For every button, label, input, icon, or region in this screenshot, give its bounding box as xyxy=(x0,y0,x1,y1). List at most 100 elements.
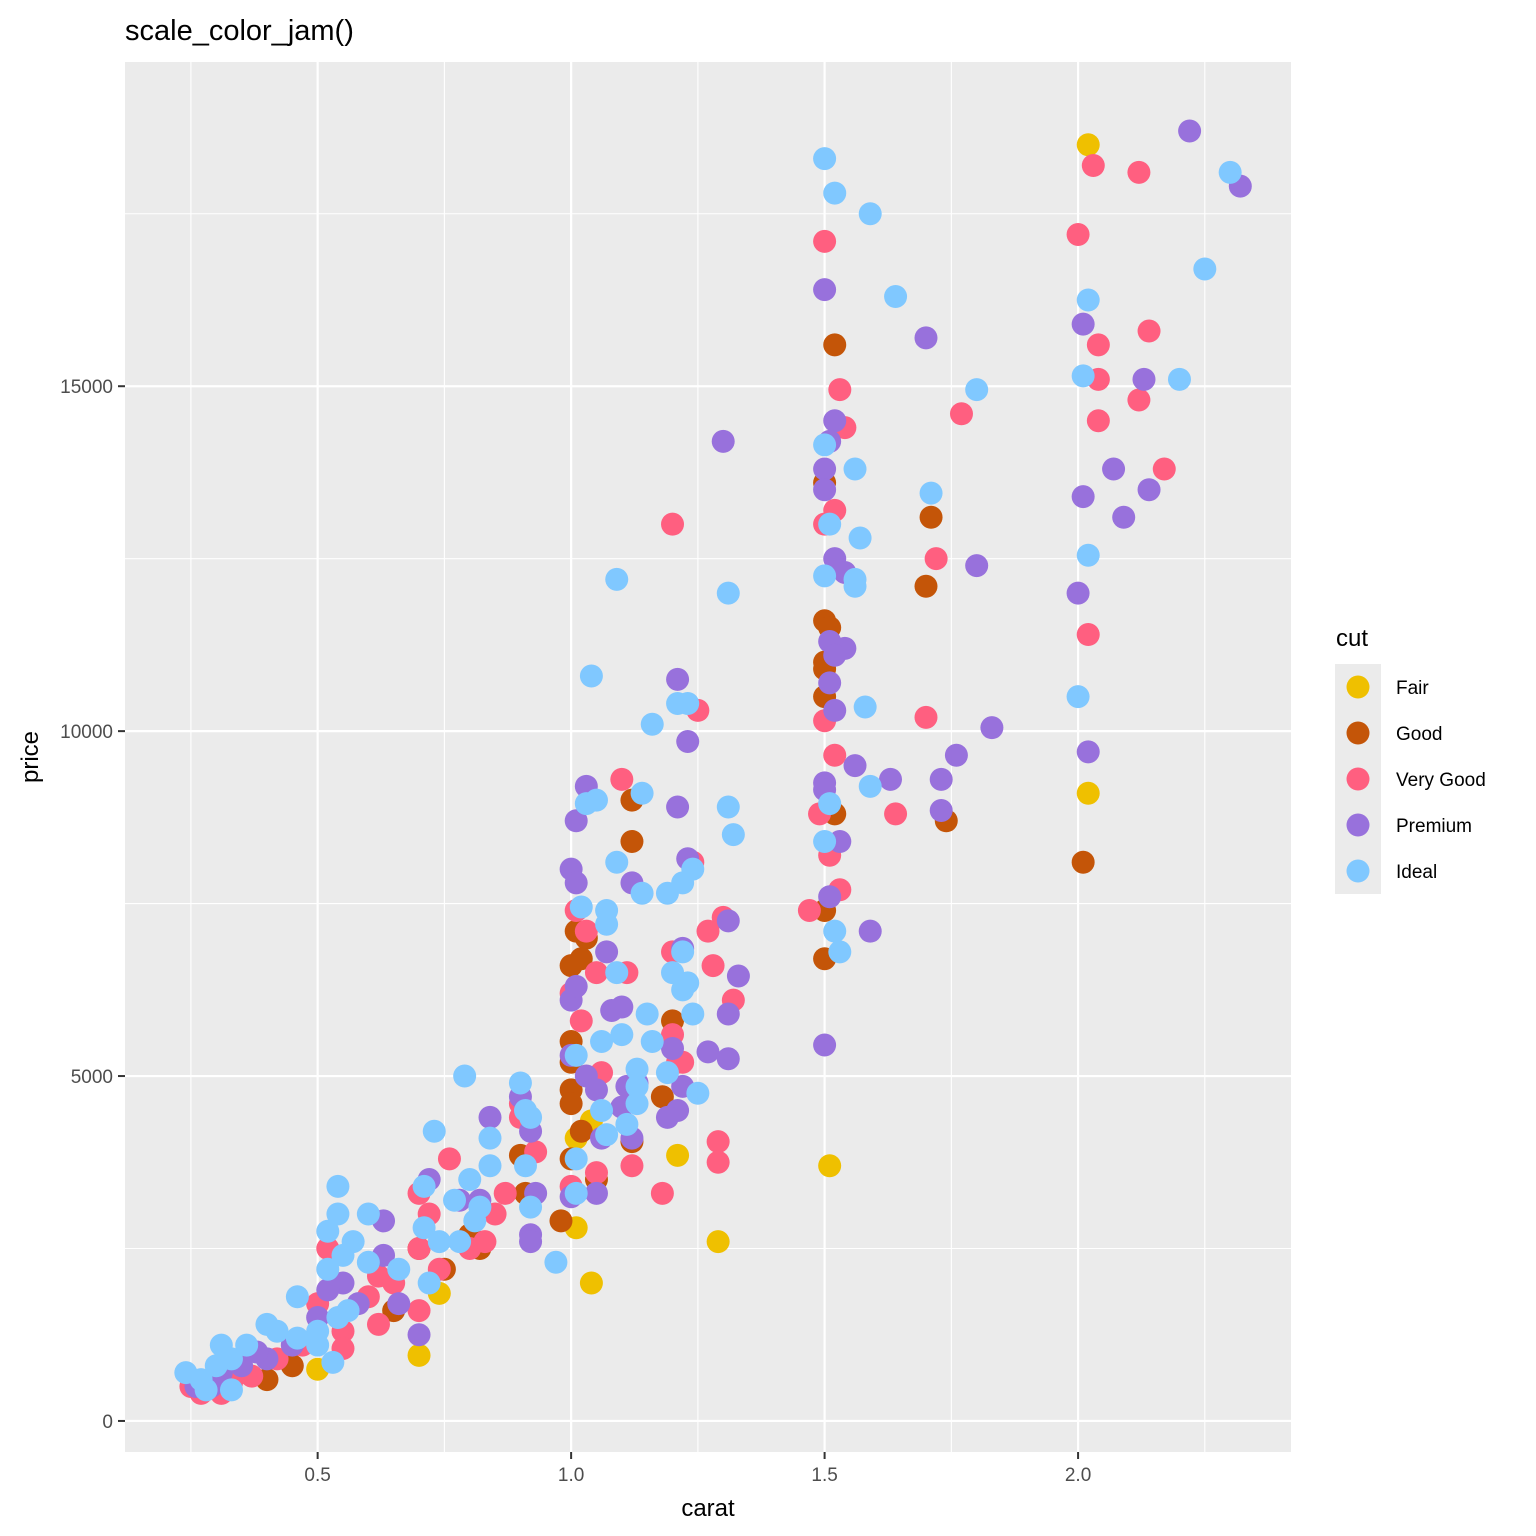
data-point-very-good xyxy=(1127,388,1151,412)
data-point-ideal xyxy=(204,1354,228,1378)
x-tick-label: 1.5 xyxy=(811,1465,837,1486)
data-point-ideal xyxy=(655,1061,679,1085)
data-point-ideal xyxy=(574,792,598,816)
data-point-fair xyxy=(1076,133,1100,157)
x-tick-label: 0.5 xyxy=(304,1465,330,1486)
data-point-very-good xyxy=(1081,153,1105,177)
data-point-ideal xyxy=(716,581,740,605)
data-point-fair xyxy=(818,1154,842,1178)
data-point-premium xyxy=(1071,485,1095,509)
data-point-very-good xyxy=(1137,319,1161,343)
data-point-premium xyxy=(823,643,847,667)
data-point-ideal xyxy=(818,792,842,816)
data-point-very-good xyxy=(823,743,847,767)
data-point-very-good xyxy=(696,919,720,943)
data-point-ideal xyxy=(590,1030,614,1054)
data-point-very-good xyxy=(407,1299,431,1323)
data-point-ideal xyxy=(843,574,867,598)
data-point-ideal xyxy=(331,1243,355,1267)
data-point-good xyxy=(914,574,938,598)
data-point-ideal xyxy=(1076,288,1100,312)
data-point-ideal xyxy=(671,978,695,1002)
data-point-ideal xyxy=(412,1174,436,1198)
y-tick-label: 0 xyxy=(102,1412,113,1433)
data-point-ideal xyxy=(919,481,943,505)
data-point-premium xyxy=(595,940,619,964)
legend-key-fair xyxy=(1346,675,1370,699)
data-point-ideal xyxy=(630,881,654,905)
data-point-ideal xyxy=(513,1154,537,1178)
data-point-ideal xyxy=(630,781,654,805)
data-point-ideal xyxy=(427,1230,451,1254)
data-point-premium xyxy=(610,995,634,1019)
data-point-premium xyxy=(1137,478,1161,502)
data-point-very-good xyxy=(813,229,837,253)
legend-key-premium xyxy=(1346,813,1370,837)
data-point-premium xyxy=(965,554,989,578)
data-point-fair xyxy=(706,1230,730,1254)
data-point-ideal xyxy=(285,1285,309,1309)
data-point-premium xyxy=(1112,505,1136,529)
data-point-ideal xyxy=(853,695,877,719)
data-point-ideal xyxy=(219,1378,243,1402)
data-point-ideal xyxy=(721,823,745,847)
data-point-very-good xyxy=(366,1312,390,1336)
data-point-ideal xyxy=(625,1074,649,1098)
data-point-good xyxy=(569,947,593,971)
data-point-premium xyxy=(944,743,968,767)
data-point-ideal xyxy=(458,1168,482,1192)
data-point-premium xyxy=(711,429,735,453)
data-point-ideal xyxy=(478,1126,502,1150)
data-point-premium xyxy=(676,729,700,753)
data-point-good xyxy=(823,333,847,357)
legend-key-good xyxy=(1346,721,1370,745)
data-point-premium xyxy=(980,716,1004,740)
data-point-ideal xyxy=(422,1119,446,1143)
legend-key-very-good xyxy=(1346,767,1370,791)
data-point-ideal xyxy=(174,1361,198,1385)
data-point-very-good xyxy=(924,547,948,571)
data-point-fair xyxy=(407,1343,431,1367)
data-point-very-good xyxy=(914,705,938,729)
data-point-very-good xyxy=(620,1154,644,1178)
y-tick-label: 5000 xyxy=(71,1067,113,1088)
data-point-premium xyxy=(519,1230,543,1254)
data-point-ideal xyxy=(544,1250,568,1274)
data-point-premium xyxy=(564,974,588,998)
data-point-premium xyxy=(564,871,588,895)
data-point-ideal xyxy=(235,1333,259,1357)
data-point-ideal xyxy=(387,1257,411,1281)
data-point-very-good xyxy=(706,1130,730,1154)
data-point-premium xyxy=(584,1181,608,1205)
data-point-ideal xyxy=(326,1202,350,1226)
data-point-ideal xyxy=(610,1023,634,1047)
data-point-ideal xyxy=(818,512,842,536)
data-point-ideal xyxy=(448,1230,472,1254)
data-point-very-good xyxy=(1086,333,1110,357)
data-point-ideal xyxy=(716,795,740,819)
data-point-very-good xyxy=(1066,222,1090,246)
data-point-very-good xyxy=(584,1161,608,1185)
data-point-ideal xyxy=(1193,257,1217,281)
data-point-ideal xyxy=(625,1092,649,1116)
data-point-very-good xyxy=(493,1181,517,1205)
data-point-premium xyxy=(1102,457,1126,481)
data-point-ideal xyxy=(595,912,619,936)
data-point-premium xyxy=(858,919,882,943)
data-point-ideal xyxy=(417,1271,441,1295)
data-point-very-good xyxy=(701,954,725,978)
data-point-premium xyxy=(929,798,953,822)
data-point-very-good xyxy=(569,1009,593,1033)
data-points xyxy=(174,119,1252,1405)
data-point-ideal xyxy=(884,285,908,309)
data-point-fair xyxy=(1076,781,1100,805)
data-point-very-good xyxy=(473,1230,497,1254)
data-point-premium xyxy=(387,1292,411,1316)
data-point-ideal xyxy=(1071,364,1095,388)
data-point-ideal xyxy=(1218,160,1242,184)
data-point-very-good xyxy=(584,961,608,985)
data-point-ideal xyxy=(321,1350,345,1374)
data-point-ideal xyxy=(823,181,847,205)
legend-label-premium: Premium xyxy=(1396,816,1472,837)
data-point-very-good xyxy=(1152,457,1176,481)
